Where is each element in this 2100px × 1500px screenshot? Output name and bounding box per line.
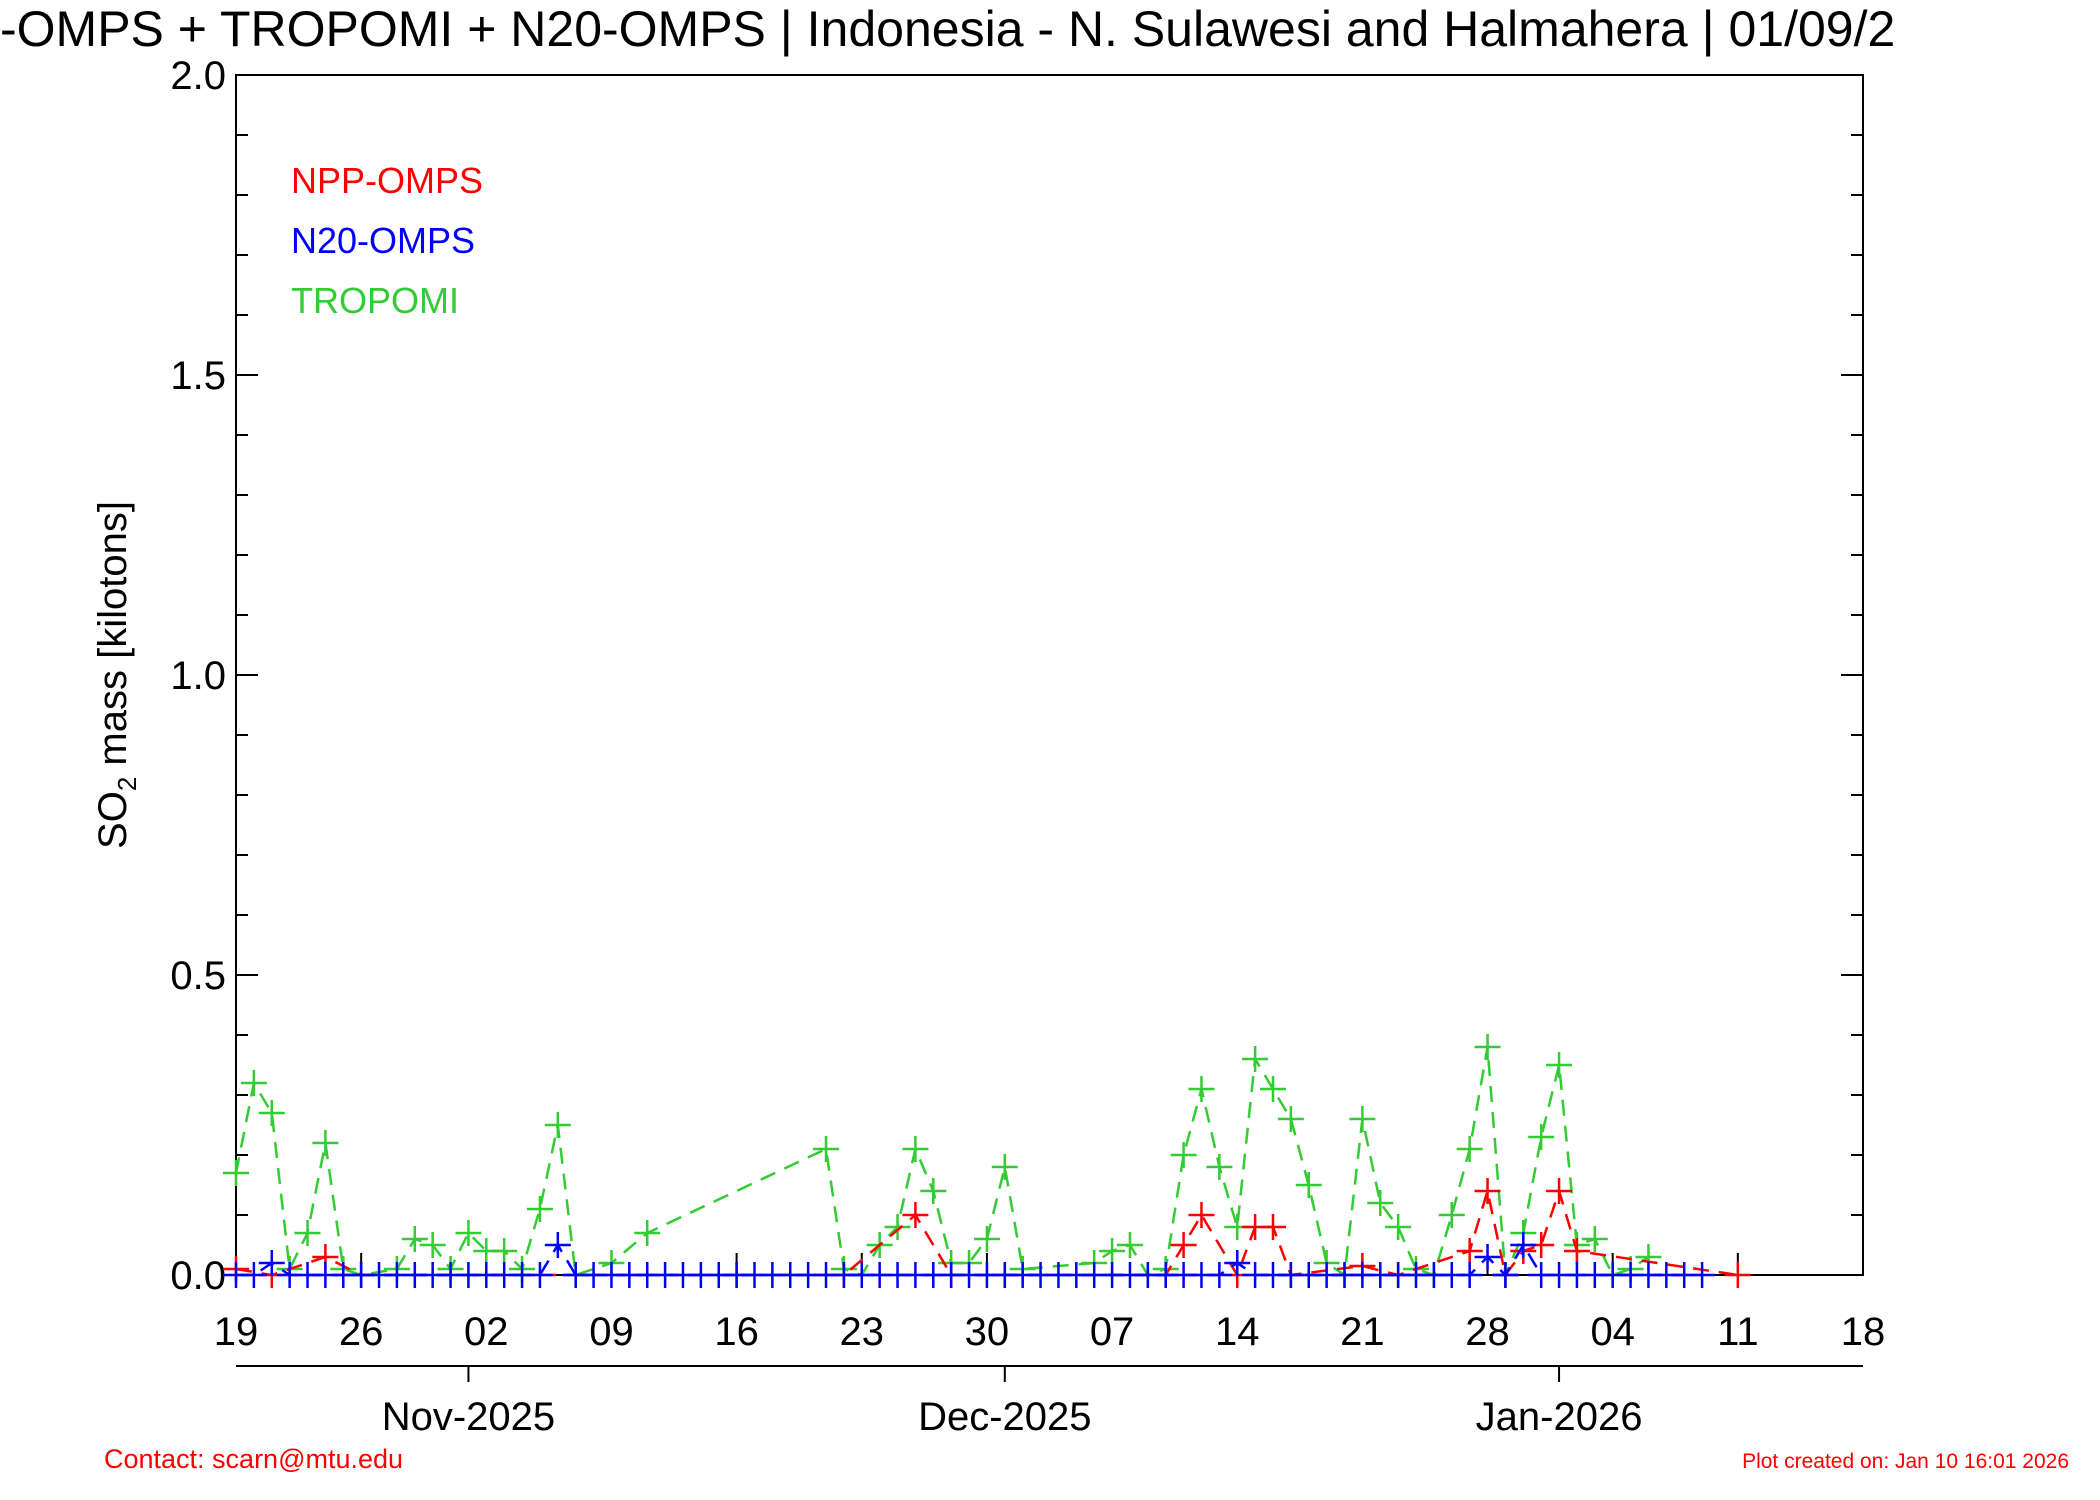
point-marker xyxy=(1224,1250,1251,1276)
x-tick-label: 23 xyxy=(840,1310,885,1354)
x-tick-label: 28 xyxy=(1465,1310,1510,1354)
point-marker xyxy=(491,1238,518,1264)
point-marker xyxy=(1259,1214,1286,1240)
x-tick-label: 02 xyxy=(464,1310,509,1354)
point-marker xyxy=(1242,1046,1269,1072)
chart-title: -OMPS + TROPOMI + N20-OMPS | Indonesia -… xyxy=(0,1,1895,57)
point-marker xyxy=(1546,1052,1573,1078)
point-marker xyxy=(223,1160,249,1186)
x-tick-label: 21 xyxy=(1340,1310,1385,1354)
month-label: Nov-2025 xyxy=(382,1395,555,1439)
point-marker xyxy=(920,1178,947,1204)
point-marker xyxy=(240,1070,267,1096)
y-tick-label: 1.5 xyxy=(170,354,226,398)
point-marker xyxy=(902,1202,929,1228)
point-marker xyxy=(1724,1262,1751,1288)
point-marker xyxy=(1206,1154,1233,1180)
point-marker xyxy=(401,1226,428,1252)
point-marker xyxy=(1259,1076,1286,1102)
point-marker xyxy=(526,1262,553,1288)
month-label: Dec-2025 xyxy=(918,1395,1091,1439)
point-marker xyxy=(1563,1238,1590,1264)
point-marker xyxy=(1456,1238,1483,1264)
point-marker xyxy=(258,1100,285,1126)
point-marker xyxy=(1492,1262,1519,1288)
point-marker xyxy=(1188,1076,1215,1102)
point-marker xyxy=(1206,1262,1233,1288)
point-marker xyxy=(1367,1190,1394,1216)
point-marker xyxy=(1385,1214,1412,1240)
x-tick-label: 04 xyxy=(1590,1310,1635,1354)
y-tick-label: 2.0 xyxy=(170,54,226,98)
x-tick-label: 30 xyxy=(965,1310,1010,1354)
point-marker xyxy=(258,1250,285,1276)
point-marker xyxy=(1170,1232,1197,1258)
point-marker xyxy=(1295,1172,1322,1198)
point-marker xyxy=(884,1214,911,1240)
point-marker xyxy=(1116,1232,1143,1258)
legend-entry: NPP-OMPS xyxy=(291,160,483,201)
y-tick-label: 0.0 xyxy=(170,1254,226,1298)
x-tick-label: 16 xyxy=(714,1310,759,1354)
point-marker xyxy=(312,1130,339,1156)
point-marker xyxy=(1170,1142,1197,1168)
point-marker xyxy=(544,1232,571,1258)
y-tick-label: 1.0 xyxy=(170,654,226,698)
contact: Contact: scarn@mtu.edu xyxy=(104,1444,403,1474)
point-marker xyxy=(634,1220,661,1246)
point-marker xyxy=(973,1226,1000,1252)
point-marker xyxy=(991,1154,1018,1180)
point-marker xyxy=(1438,1202,1465,1228)
y-label-text: SO xyxy=(91,791,135,849)
x-tick-label: 26 xyxy=(339,1310,384,1354)
x-tick-label: 07 xyxy=(1090,1310,1135,1354)
point-marker xyxy=(1349,1106,1376,1132)
point-marker xyxy=(1099,1238,1126,1264)
point-marker xyxy=(1277,1106,1304,1132)
legend-entry: TROPOMI xyxy=(291,280,459,321)
x-tick-label: 19 xyxy=(214,1310,259,1354)
point-marker xyxy=(1474,1034,1501,1060)
y-label-subscript: 2 xyxy=(112,777,142,791)
month-label: Jan-2026 xyxy=(1476,1395,1643,1439)
y-tick-label: 0.5 xyxy=(170,954,226,998)
point-marker xyxy=(1456,1136,1483,1162)
legend-entry: N20-OMPS xyxy=(291,220,475,261)
x-tick-label: 14 xyxy=(1215,1310,1260,1354)
point-marker xyxy=(240,1262,267,1288)
point-marker xyxy=(1456,1262,1483,1288)
point-marker xyxy=(1188,1202,1215,1228)
point-marker xyxy=(1689,1262,1716,1288)
point-marker xyxy=(1474,1244,1501,1270)
y-label-rest: mass [kilotons] xyxy=(91,501,135,777)
point-marker xyxy=(902,1136,929,1162)
point-marker xyxy=(419,1232,446,1258)
point-marker xyxy=(294,1220,321,1246)
plot-frame xyxy=(235,74,1864,1276)
x-tick-label: 11 xyxy=(1717,1310,1759,1354)
point-marker xyxy=(1474,1178,1501,1204)
x-tick-label: 09 xyxy=(589,1310,634,1354)
point-marker xyxy=(1528,1124,1555,1150)
point-marker xyxy=(1546,1178,1573,1204)
point-marker xyxy=(1510,1232,1537,1258)
point-marker xyxy=(526,1196,553,1222)
point-marker xyxy=(544,1112,571,1138)
x-tick-label: 18 xyxy=(1841,1310,1886,1354)
created-note: Plot created on: Jan 10 16:01 2026 xyxy=(1742,1450,2069,1473)
point-marker xyxy=(455,1220,482,1246)
point-marker xyxy=(1581,1226,1608,1252)
series-line xyxy=(234,1046,1650,1278)
point-marker xyxy=(813,1136,840,1162)
y-axis-label: SO2 mass [kilotons] xyxy=(91,501,142,849)
